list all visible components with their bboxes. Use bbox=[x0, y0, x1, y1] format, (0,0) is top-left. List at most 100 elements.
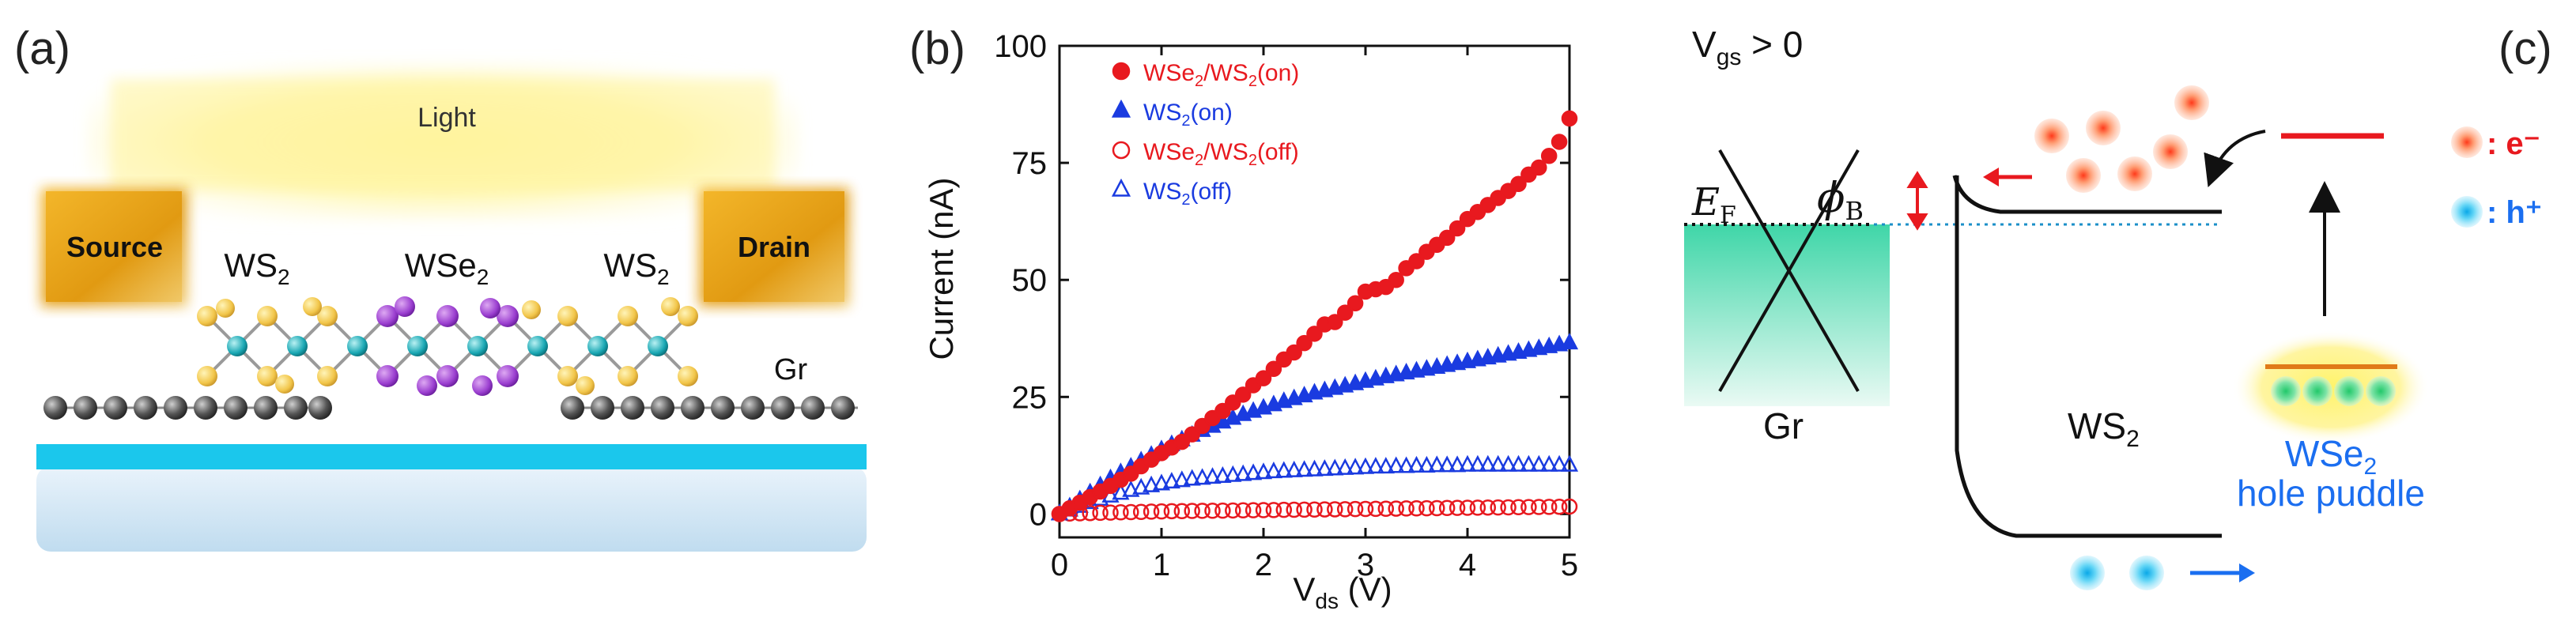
electron-cluster bbox=[2034, 85, 2209, 193]
open-triangle-point bbox=[1203, 467, 1222, 484]
ws2-left-label: WS2 bbox=[224, 247, 289, 289]
legend-marker bbox=[1112, 141, 1131, 160]
open-triangle-point bbox=[1162, 472, 1180, 489]
filled-circle-point bbox=[1265, 360, 1282, 377]
open-circle-point bbox=[1214, 502, 1231, 519]
open-triangle-point bbox=[1479, 454, 1497, 472]
puddle-label-line1: WSe2 bbox=[2285, 433, 2377, 480]
filled-circle-point bbox=[1408, 253, 1425, 269]
filled-circle-point bbox=[1540, 147, 1558, 164]
open-circle-point bbox=[1225, 502, 1241, 519]
open-triangle-point bbox=[1428, 455, 1446, 473]
open-circle-point bbox=[1531, 499, 1547, 515]
open-triangle-point bbox=[1295, 460, 1313, 477]
open-triangle-point bbox=[1540, 454, 1558, 472]
source-label: Source bbox=[66, 231, 163, 263]
filled-circle-point bbox=[1510, 175, 1527, 193]
legend-marker bbox=[1111, 178, 1131, 197]
open-triangle-point bbox=[1560, 454, 1579, 472]
open-triangle-point bbox=[1245, 463, 1263, 480]
filled-circle-point bbox=[1336, 304, 1354, 321]
open-circle-point bbox=[1296, 501, 1313, 518]
filled-circle-point bbox=[1531, 159, 1547, 176]
hole-carriers bbox=[2070, 556, 2164, 590]
open-circle-point bbox=[1275, 501, 1293, 518]
open-circle-point bbox=[1520, 499, 1537, 515]
open-triangle-point bbox=[1387, 456, 1405, 473]
open-triangle-point bbox=[1407, 455, 1426, 473]
filled-circle-point bbox=[1347, 295, 1364, 312]
open-circle-point bbox=[1234, 502, 1252, 519]
open-triangle-point bbox=[1326, 458, 1344, 476]
open-circle-point bbox=[1398, 500, 1415, 517]
x-tick-label: 3 bbox=[1357, 548, 1374, 582]
device-schematic: Light Source Drain WS2 WSe2 WS2 Gr bbox=[36, 63, 867, 552]
open-circle-point bbox=[1184, 503, 1200, 519]
open-triangle-point bbox=[1193, 468, 1211, 485]
phi-b-label: ϕB bbox=[1817, 175, 1864, 226]
open-triangle-point bbox=[1224, 465, 1242, 482]
panel-c-label: (c) bbox=[2499, 23, 2552, 74]
open-circle-point bbox=[1245, 502, 1262, 518]
open-triangle-point bbox=[1377, 457, 1395, 474]
band-diagram: Vgs > 0 EF ϕB Gr WS2 bbox=[1684, 24, 2542, 590]
open-circle-point bbox=[1408, 500, 1425, 517]
open-circle-point bbox=[1102, 504, 1119, 521]
open-circle-point bbox=[1082, 504, 1098, 522]
electron-legend-label: : e⁻ bbox=[2487, 126, 2540, 161]
ws2-label: WS2 bbox=[2068, 405, 2140, 452]
open-triangle-point bbox=[1347, 458, 1365, 475]
open-circle-point bbox=[1438, 499, 1456, 517]
graphene-label: Gr bbox=[774, 353, 808, 386]
hole-legend-label: : h⁺ bbox=[2487, 195, 2542, 230]
open-circle-point bbox=[1194, 503, 1211, 519]
open-circle-point bbox=[1551, 498, 1568, 515]
open-triangle-point bbox=[1275, 461, 1293, 478]
puddle-holes bbox=[2271, 376, 2396, 406]
panel-a-label: (a) bbox=[14, 23, 70, 74]
open-triangle-point bbox=[1458, 454, 1477, 472]
x-tick-label: 5 bbox=[1561, 548, 1578, 582]
hole-legend-icon bbox=[2451, 196, 2483, 228]
open-triangle-point bbox=[1551, 454, 1569, 472]
open-circle-point bbox=[1357, 500, 1374, 518]
dirac-cone-line bbox=[1718, 149, 1860, 392]
open-circle-point bbox=[1306, 501, 1323, 518]
iv-chart: 0 1 2 3 4 50255075100WSe2/WS2(on)WS2(on)WSe2/… bbox=[923, 29, 1579, 613]
open-circle-point bbox=[1123, 503, 1139, 521]
open-triangle-point bbox=[1132, 477, 1150, 495]
open-circle-point bbox=[1286, 501, 1302, 518]
x-tick-label: 4 bbox=[1459, 548, 1476, 582]
open-triangle-point bbox=[1264, 462, 1282, 479]
open-circle-point bbox=[1143, 503, 1160, 520]
wse2-label: WSe2 bbox=[405, 247, 489, 289]
filled-circle-point bbox=[1184, 426, 1200, 443]
open-triangle-point bbox=[1143, 475, 1161, 492]
filled-circle-point bbox=[1327, 314, 1343, 330]
open-circle-point bbox=[1429, 499, 1445, 517]
filled-circle-point bbox=[1286, 344, 1302, 361]
open-circle-point bbox=[1153, 503, 1170, 520]
open-circle-point bbox=[1132, 503, 1150, 520]
open-circle-point bbox=[1510, 499, 1527, 516]
open-triangle-point bbox=[1468, 454, 1486, 472]
filled-circle-point bbox=[1234, 386, 1252, 403]
open-circle-point bbox=[1540, 499, 1558, 515]
light-label: Light bbox=[417, 103, 476, 133]
open-triangle-point bbox=[1214, 465, 1232, 483]
vgs-label: Vgs > 0 bbox=[1692, 24, 1803, 70]
x-tick-label: 0 bbox=[1051, 548, 1068, 582]
open-circle-point bbox=[1449, 499, 1466, 516]
y-tick-label: 100 bbox=[994, 29, 1047, 64]
open-triangle-point bbox=[1316, 459, 1334, 477]
open-circle-point bbox=[1377, 500, 1395, 517]
puddle-label-line2: hole puddle bbox=[2237, 473, 2425, 514]
filled-circle-point bbox=[1551, 134, 1568, 150]
open-triangle-point bbox=[1499, 454, 1517, 472]
open-triangle-point bbox=[1173, 470, 1191, 488]
open-circle-point bbox=[1347, 500, 1364, 518]
open-circle-point bbox=[1459, 499, 1476, 516]
open-triangle-point bbox=[1183, 469, 1201, 486]
panel-b-label: (b) bbox=[909, 23, 965, 74]
open-triangle-point bbox=[1489, 454, 1507, 472]
